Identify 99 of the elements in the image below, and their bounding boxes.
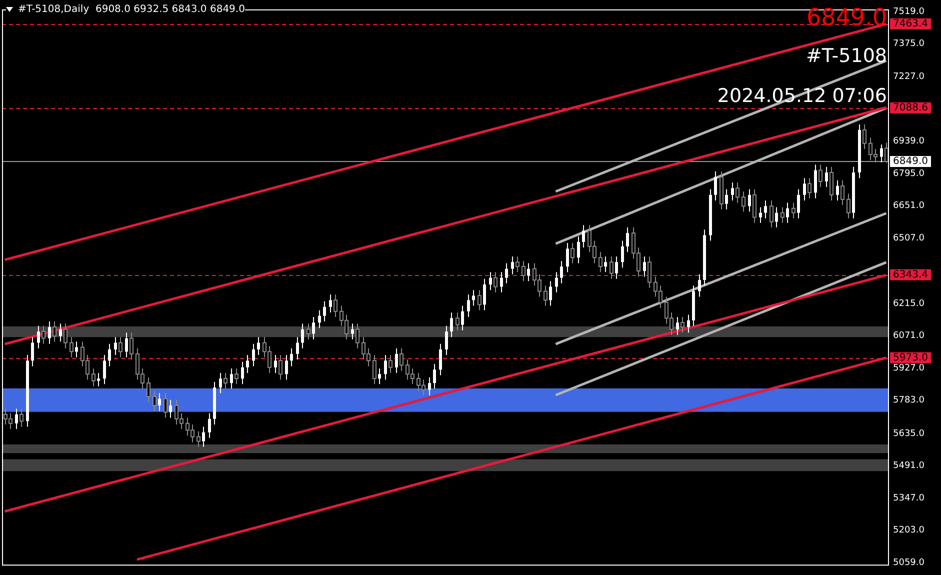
ref-line-label: 6343.4 — [893, 269, 928, 280]
candlestick — [604, 256, 607, 273]
candlestick — [285, 354, 288, 380]
candlestick — [467, 294, 470, 318]
candlestick — [725, 188, 728, 210]
candlestick — [775, 206, 778, 228]
candlestick — [230, 368, 233, 390]
candlestick — [169, 399, 172, 418]
ref-line-label: 7463.4 — [893, 18, 928, 30]
candlestick — [219, 372, 222, 394]
candlestick — [384, 354, 387, 380]
candlestick — [676, 316, 679, 336]
y-tick-label: 6507.0 — [893, 233, 925, 244]
candlestick — [786, 202, 789, 224]
candlestick — [461, 305, 464, 331]
candlestick — [560, 260, 563, 284]
y-tick-label: 5203.0 — [893, 526, 925, 536]
candlestick — [836, 180, 839, 201]
candlestick — [621, 240, 624, 268]
candlestick — [48, 320, 51, 344]
candlestick — [797, 188, 800, 219]
candlestick — [814, 164, 817, 199]
candlestick — [445, 325, 448, 356]
candlestick — [301, 323, 304, 349]
candlestick — [549, 280, 552, 306]
candlestick — [246, 354, 249, 374]
chart-title: #T-5108,Daily 6908.0 6932.5 6843.0 6849.0 — [18, 4, 245, 15]
candlestick — [582, 224, 585, 248]
candlestick — [483, 278, 486, 311]
candlestick — [643, 256, 646, 278]
candlestick — [97, 372, 100, 387]
candlestick — [395, 348, 398, 374]
candlestick — [714, 170, 717, 201]
candlestick — [489, 272, 492, 291]
candlestick — [555, 272, 558, 293]
candlestick — [527, 262, 530, 282]
y-tick-label: 7375.0 — [893, 39, 925, 50]
candlestick — [351, 323, 354, 340]
candlestick — [450, 312, 453, 338]
candlestick — [803, 178, 806, 201]
candlestick — [125, 332, 128, 358]
ref-line-label: 7088.6 — [893, 102, 928, 114]
candlestick — [825, 166, 828, 188]
candlestick — [257, 336, 260, 356]
candlestick — [75, 341, 78, 358]
candlestick — [274, 354, 277, 374]
candlestick — [158, 392, 161, 412]
candlestick — [329, 294, 332, 313]
candlestick — [241, 361, 244, 385]
candlestick — [296, 336, 299, 360]
y-tick-label: 7227.0 — [893, 72, 925, 82]
candlestick — [731, 182, 734, 201]
candlestick — [31, 336, 34, 367]
candlestick — [687, 314, 690, 334]
candlestick — [439, 343, 442, 376]
y-tick-label: 5783.0 — [893, 396, 925, 406]
candlestick — [37, 325, 40, 349]
y-tick-label: 7519.0 — [893, 6, 925, 17]
candlestick — [108, 343, 111, 367]
candlestick — [505, 262, 508, 284]
candlestick — [378, 368, 381, 385]
y-tick-label: 6651.0 — [893, 201, 925, 212]
y-tick-label: 5059.0 — [893, 558, 925, 568]
annotation: #T-5108 — [806, 45, 887, 67]
candlestick — [500, 272, 503, 293]
candlestick — [428, 376, 431, 396]
candlestick — [312, 316, 315, 340]
candlestick — [566, 242, 569, 273]
y-tick-label: 6795.0 — [893, 168, 925, 179]
candlestick — [208, 412, 211, 438]
candlestick — [764, 200, 767, 219]
candlestick — [114, 336, 117, 356]
y-tick-label: 5635.0 — [893, 428, 925, 439]
candlestick — [880, 144, 883, 163]
y-tick-label: 5491.0 — [893, 461, 925, 472]
candlestick — [748, 188, 751, 212]
y-tick-label: 6215.0 — [893, 298, 925, 309]
candlestick — [323, 300, 326, 322]
candlestick — [759, 206, 762, 224]
y-tick-label: 6939.0 — [893, 136, 925, 147]
candlestick — [698, 274, 701, 298]
y-tick-label: 5927.0 — [893, 363, 925, 374]
ref-line-label: 6849.0 — [893, 156, 928, 168]
candlestick — [202, 426, 205, 448]
candlestick — [626, 226, 629, 252]
candlestick — [577, 236, 580, 264]
y-tick-label: 5347.0 — [893, 493, 925, 504]
candlestick — [290, 348, 293, 367]
y-tick-label: 6071.0 — [893, 331, 925, 342]
candlestick — [433, 363, 436, 390]
candlestick — [59, 323, 62, 342]
ref-line-label: 5973.0 — [893, 352, 928, 364]
candlestick — [252, 343, 255, 367]
candlestick — [15, 408, 18, 430]
candlestick — [103, 354, 106, 385]
candlestick — [318, 310, 321, 329]
candlestick — [511, 256, 514, 275]
candlestick — [615, 256, 618, 280]
candlestick — [472, 290, 475, 306]
